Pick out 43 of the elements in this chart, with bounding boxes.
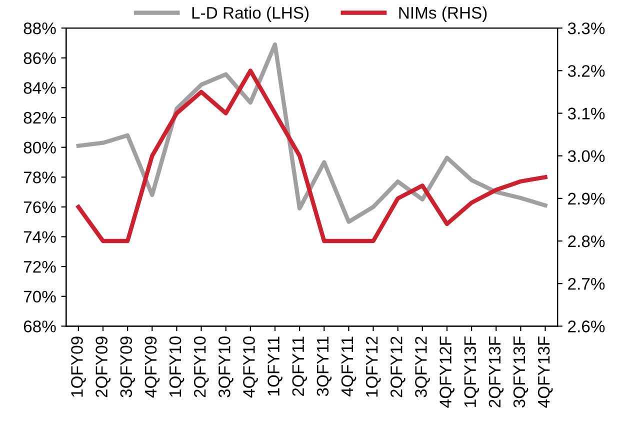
x-tick-label: 1QFY12 [366,336,381,397]
y2-tick-label: 2.8% [568,235,605,248]
x-tick-label: 3QFY10 [218,336,234,398]
x-tick-label: 2QFY09 [96,336,110,398]
legend-label: L-D Ratio (LHS) [192,6,309,22]
y2-tick-label: 3.2% [568,65,605,77]
x-tick-label: 3QFY11 [316,336,332,396]
x-tick-label: 4QFY11 [341,336,356,396]
x-tick-label: 3QFY09 [120,336,136,398]
x-tick-label: 1QFY09 [71,336,86,397]
x-tick-label: 2QFY10 [194,336,209,398]
y2-tick-label: 3.3% [568,22,605,34]
y-tick-label: 68% [24,320,56,332]
y-tick-label: 78% [24,172,56,184]
y-tick-label: 76% [24,201,56,214]
y2-tick-label: 2.6% [568,320,605,332]
y-tick-label: 86% [24,52,56,64]
y-tick-label: 82% [24,112,56,124]
y-tick-label: 80% [24,142,56,154]
line-series [76,68,548,244]
y2-tick-label: 2.9% [568,192,605,205]
x-tick-label: 3QFY12 [415,336,430,398]
x-tick-label: 4QFY10 [243,336,258,398]
x-tick-label: 1QFY11 [268,336,282,396]
y-tick-label: 70% [24,290,56,303]
x-tick-label: 3QFY13F [513,336,528,408]
legend-label: NIMs (RHS) [399,6,487,22]
x-tick-label: 4QFY12F [440,336,454,408]
x-tick-label: 4QFY13F [538,336,553,408]
y-tick-label: 84% [24,82,56,94]
x-tick-label: 1QFY13F [464,336,480,407]
x-tick-label: 2QFY13F [488,336,504,408]
x-tick-label: 1QFY10 [169,336,184,397]
y2-tick-label: 2.7% [568,278,605,290]
x-tick-label: 2QFY12 [390,336,406,398]
x-tick-label: 2QFY11 [292,336,308,396]
y2-tick-label: 3.1% [568,108,605,120]
x-tick-label: 4QFY09 [144,336,160,398]
y-tick-label: 88% [24,22,56,34]
y-tick-label: 74% [24,231,56,243]
y2-tick-label: 3.0% [568,150,605,162]
y-tick-label: 72% [24,260,56,273]
line-series [76,42,548,224]
